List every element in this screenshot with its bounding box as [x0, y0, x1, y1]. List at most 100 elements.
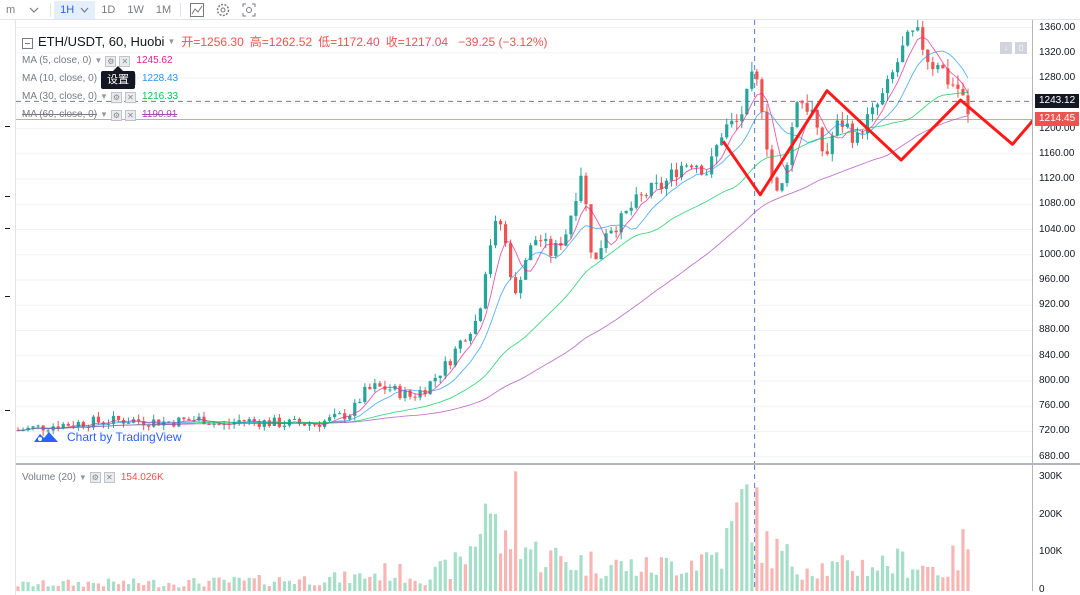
volume-bar — [941, 577, 945, 591]
settings-icon[interactable] — [214, 1, 232, 19]
indicator-row-ma60[interactable]: MA (60, close, 0) ▼ ⚙ ✕ 1190.91 — [22, 106, 548, 124]
candle-body — [458, 340, 462, 349]
candle-body — [669, 169, 674, 181]
volume-bar — [197, 583, 201, 591]
candle-body — [639, 194, 643, 196]
candle-body — [840, 120, 844, 127]
volume-axis[interactable]: 300K 200K 100K 0 — [1032, 465, 1080, 595]
close-icon[interactable]: ✕ — [124, 109, 136, 121]
volume-bar — [307, 584, 312, 591]
candle-body — [860, 132, 865, 134]
indicator-name[interactable]: MA (60, close, 0) — [22, 109, 98, 120]
candle-body — [182, 417, 186, 420]
volume-bar — [182, 586, 186, 591]
collapse-icon[interactable] — [22, 37, 33, 49]
toolbar-separator — [180, 2, 182, 17]
candle-body — [448, 361, 452, 366]
volume-bar — [388, 580, 392, 591]
price-axis-label: 1120.00 — [1039, 173, 1075, 185]
volume-bar — [26, 582, 30, 591]
candle-body — [604, 233, 608, 249]
indicator-name[interactable]: MA (10, close, 0) — [22, 73, 98, 84]
volume-value: 154.026K — [120, 472, 164, 483]
volume-bar — [458, 556, 462, 591]
candle-body — [363, 386, 367, 402]
volume-bar — [393, 577, 397, 591]
chevron-down-icon[interactable]: ▼ — [167, 37, 176, 46]
pane-separator[interactable] — [16, 463, 1080, 465]
volume-bar — [202, 586, 206, 591]
settings-icon[interactable]: ⚙ — [110, 91, 122, 103]
chevron-down-icon[interactable]: ▼ — [78, 473, 87, 482]
indicator-row-ma30[interactable]: MA (30, close, 0) ▼ ⚙ ✕ 1216.33 — [22, 88, 548, 106]
interval-1m-button[interactable]: 1M — [155, 3, 172, 16]
candle-body — [403, 390, 407, 399]
symbol-title[interactable]: ETH/USDT, 60, Huobi — [38, 34, 165, 49]
candle-body — [328, 417, 332, 421]
volume-bar — [850, 571, 854, 591]
volume-bar — [840, 555, 844, 591]
settings-icon[interactable]: ⚙ — [89, 472, 101, 483]
volume-bar — [192, 578, 196, 591]
watermark-text: Chart by TradingView — [67, 430, 182, 444]
volume-bar — [272, 581, 276, 591]
candle-body — [438, 375, 442, 378]
volume-bar — [705, 552, 709, 591]
volume-bar — [423, 585, 427, 591]
volume-bar — [790, 566, 794, 591]
candle-body — [207, 423, 211, 425]
candle-body — [554, 243, 558, 256]
drawing-tools-strip[interactable] — [0, 20, 16, 595]
indicator-name[interactable]: MA (30, close, 0) — [22, 91, 98, 102]
volume-name[interactable]: Volume (20) — [22, 472, 76, 483]
chevron-down-icon[interactable]: ▼ — [100, 110, 108, 119]
volume-bar — [478, 534, 483, 591]
interval-1w-button[interactable]: 1W — [127, 3, 144, 16]
volume-bar — [629, 559, 633, 591]
candle-body — [805, 103, 809, 112]
volume-bar — [428, 579, 432, 591]
screenshot-icon[interactable] — [240, 1, 258, 19]
candle-body — [453, 348, 457, 366]
interval-menu-button[interactable]: m — [6, 3, 16, 16]
candle-body — [302, 423, 307, 426]
volume-bar — [46, 586, 50, 591]
interval-1h-button[interactable]: 1H — [54, 0, 96, 19]
volume-pane[interactable] — [16, 465, 1032, 591]
candle-body — [66, 423, 70, 426]
volume-bar — [237, 577, 241, 591]
chart-style-icon[interactable] — [188, 1, 206, 19]
pane-down-icon[interactable]: ↓ — [1000, 42, 1012, 54]
close-icon[interactable]: ✕ — [124, 91, 136, 103]
close-icon[interactable]: ✕ — [103, 472, 115, 483]
tradingview-watermark[interactable]: Chart by TradingView — [33, 430, 182, 444]
candle-body — [780, 183, 784, 191]
volume-bar — [121, 580, 126, 591]
price-pane[interactable] — [16, 19, 1080, 463]
chevron-down-icon[interactable]: ▼ — [94, 56, 103, 65]
candlestick-chart[interactable] — [16, 19, 1080, 463]
volume-bar — [453, 552, 457, 591]
price-axis[interactable]: 1360.001320.001280.001240.001200.001160.… — [1032, 20, 1080, 463]
volume-bar — [36, 584, 40, 591]
chevron-down-icon[interactable]: ▼ — [100, 92, 108, 101]
volume-bar — [800, 579, 804, 591]
candle-body — [795, 102, 799, 128]
volume-bar — [282, 581, 287, 591]
volume-chart[interactable] — [16, 465, 1032, 591]
volume-bar — [921, 565, 925, 591]
indicator-row-ma5[interactable]: MA (5, close, 0) ▼ ⚙ ✕ 1245.62 — [22, 52, 548, 70]
chevron-down-icon[interactable] — [25, 1, 43, 19]
volume-bar — [720, 568, 724, 591]
candle-body — [473, 320, 478, 334]
ohlc-low: 低=1172.40 — [318, 35, 380, 49]
price-axis-label: 1200.00 — [1039, 122, 1076, 134]
vol-axis-label: 0 — [1039, 584, 1045, 595]
indicator-name[interactable]: MA (5, close, 0) — [22, 55, 92, 66]
volume-bar — [911, 569, 915, 591]
close-icon[interactable]: ✕ — [119, 55, 131, 67]
interval-1d-button[interactable]: 1D — [101, 3, 116, 16]
settings-icon[interactable]: ⚙ — [110, 109, 122, 121]
settings-icon[interactable]: ⚙ — [105, 55, 117, 67]
pane-maximize-icon[interactable]: ▯ — [1015, 42, 1027, 54]
